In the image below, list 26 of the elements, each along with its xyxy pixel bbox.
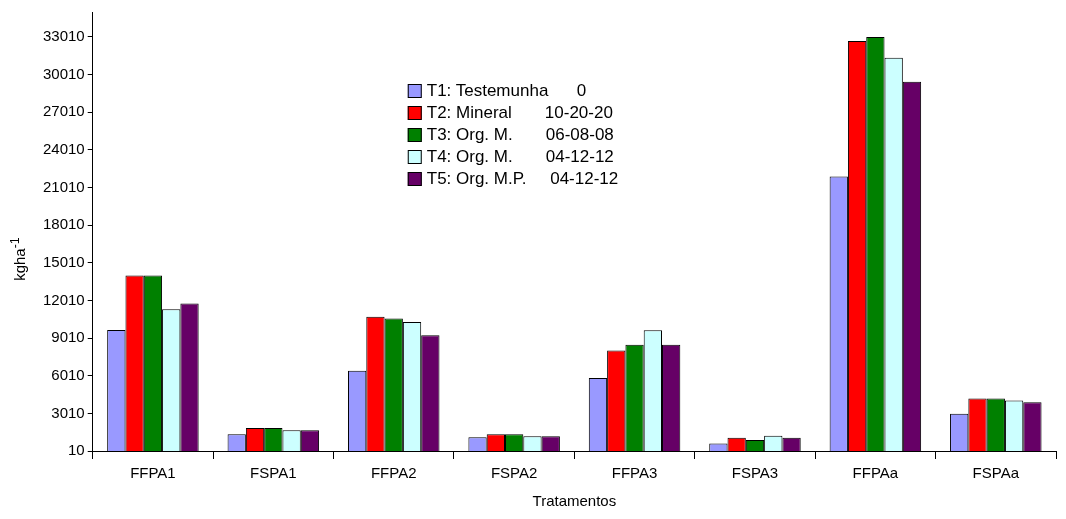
y-tick-label: 18010: [42, 215, 85, 233]
legend-label: T2: Mineral 10-20-20: [426, 102, 613, 124]
y-tick-label: 30010: [42, 64, 85, 82]
x-axis-title: Tratamentos: [532, 492, 617, 510]
y-tick-label: 6010: [51, 365, 85, 383]
y-tick-label: 3010: [51, 403, 85, 421]
x-tick-label: FSPAa: [972, 464, 1020, 482]
x-tick-label: FFPA3: [611, 464, 658, 482]
x-tick-label: FFPA1: [130, 464, 176, 482]
x-tick-label: FSPA1: [250, 464, 297, 482]
y-tick-label: 27010: [42, 102, 85, 120]
x-tick-label: FSPA3: [731, 464, 779, 482]
y-tick-label: 33010: [42, 27, 85, 45]
y-tick-label: 24010: [42, 140, 85, 158]
y-tick-label: 21010: [42, 177, 85, 195]
y-tick-label: 15010: [42, 252, 85, 270]
legend-label: T5: Org. M.P. 04-12-12: [426, 168, 619, 190]
x-tick-label: FSPA2: [490, 464, 538, 482]
y-tick-label: 10: [68, 441, 85, 459]
x-tick-label: FFPA2: [370, 464, 417, 482]
legend-label: T4: Org. M. 04-12-12: [426, 146, 614, 168]
legend-label: T1: Testemunha 0: [426, 80, 587, 102]
legend-label: T3: Org. M. 06-08-08: [426, 124, 614, 146]
x-tick-label: FFPAa: [852, 464, 899, 482]
y-tick-label: 9010: [51, 328, 85, 346]
y-tick-label: 12010: [42, 290, 85, 308]
